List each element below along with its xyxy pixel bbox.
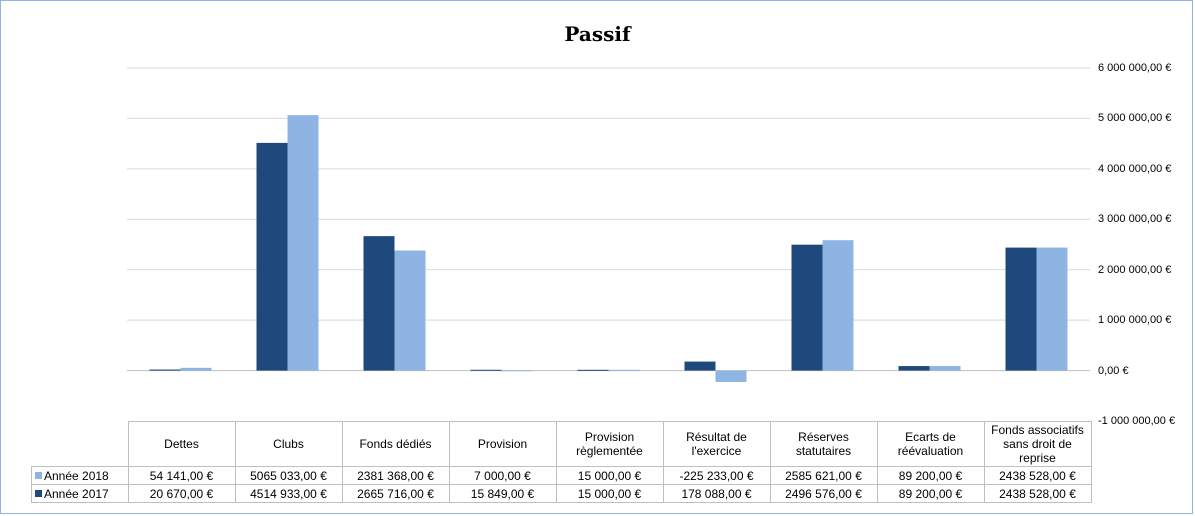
table-cell: 15 849,00 € (448, 484, 557, 503)
table-cell: 5065 033,00 € (234, 466, 343, 485)
bar-2017-3 (470, 369, 502, 371)
y-tick-label: 3 000 000,00 € (1098, 213, 1172, 226)
bar-2018-6 (822, 240, 854, 371)
table-cell: 2438 528,00 € (983, 484, 1092, 503)
table-cell: 2585 621,00 € (769, 466, 878, 485)
series-label: Année 2018 (44, 468, 109, 483)
table-cell: 4514 933,00 € (234, 484, 343, 503)
series-label: Année 2017 (44, 486, 109, 501)
data-table: Dettes Clubs Fonds dédiés Provision Provisio… (31, 421, 1092, 503)
table-cell: 15 000,00 € (555, 466, 664, 485)
y-tick-label: 5 000 000,00 € (1098, 112, 1172, 125)
table-cell: 2496 576,00 € (769, 484, 878, 503)
bar-2018-1 (287, 115, 319, 371)
category-label: Ecarts de réévaluation (876, 421, 985, 467)
category-label: Fonds dédiés (341, 421, 450, 467)
table-cell: 7 000,00 € (448, 466, 557, 485)
table-cell: 20 670,00 € (127, 484, 236, 503)
category-label: Provision (448, 421, 557, 467)
category-label: Provision règlementée (555, 421, 664, 467)
table-cell: 2665 716,00 € (341, 484, 450, 503)
table-row: Année 2018 54 141,00 €5065 033,00 €2381 3… (31, 466, 1092, 485)
bar-2017-7 (898, 366, 930, 371)
series-name: Année 2018 (31, 466, 129, 485)
table-header-row: Dettes Clubs Fonds dédiés Provision Provisio… (31, 421, 1092, 467)
legend-key (35, 489, 42, 497)
category-label: Fonds associatifs sans droit de reprise (983, 421, 1092, 467)
y-tick-label: 2 000 000,00 € (1098, 263, 1172, 276)
category-label: Dettes (127, 421, 236, 467)
series-name: Année 2017 (31, 484, 129, 503)
bar-2017-1 (256, 142, 288, 371)
bar-2017-5 (684, 361, 716, 371)
bar-2017-2 (363, 236, 395, 371)
bar-2018-0 (180, 367, 212, 371)
table-cell: 89 200,00 € (876, 484, 985, 503)
bar-2018-2 (394, 250, 426, 371)
table-cell: 2438 528,00 € (983, 466, 1092, 485)
table-cell: 2381 368,00 € (341, 466, 450, 485)
y-tick-label: -1 000 000,00 € (1098, 415, 1176, 427)
bar-2017-8 (1005, 247, 1037, 371)
table-cell: 15 000,00 € (555, 484, 664, 503)
category-label: Résultat de l'exercice (662, 421, 771, 467)
chart-title: Passif (564, 22, 631, 46)
bar-2018-7 (929, 366, 961, 371)
table-cell: -225 233,00 € (662, 466, 771, 485)
table-corner (31, 421, 129, 467)
table-row: Année 2017 20 670,00 €4514 933,00 €2665 7… (31, 484, 1092, 503)
bar-2017-0 (149, 369, 181, 371)
bar-2018-8 (1036, 247, 1068, 371)
bar-2017-4 (577, 369, 609, 371)
bar-2017-6 (791, 244, 823, 371)
table-cell: 178 088,00 € (662, 484, 771, 503)
bar-2018-4 (608, 369, 640, 371)
category-label: Réserves statutaires (769, 421, 878, 467)
legend-key (35, 471, 42, 479)
category-label: Clubs (234, 421, 343, 467)
y-tick-label: 6 000 000,00 € (1098, 62, 1172, 74)
bar-2018-3 (501, 370, 533, 372)
bar-2018-5 (715, 370, 747, 382)
table-cell: 54 141,00 € (127, 466, 236, 485)
y-tick-label: 1 000 000,00 € (1098, 314, 1172, 327)
y-tick-label: 0,00 € (1098, 364, 1129, 377)
table-cell: 89 200,00 € (876, 466, 985, 485)
y-tick-label: 4 000 000,00 € (1098, 162, 1172, 175)
